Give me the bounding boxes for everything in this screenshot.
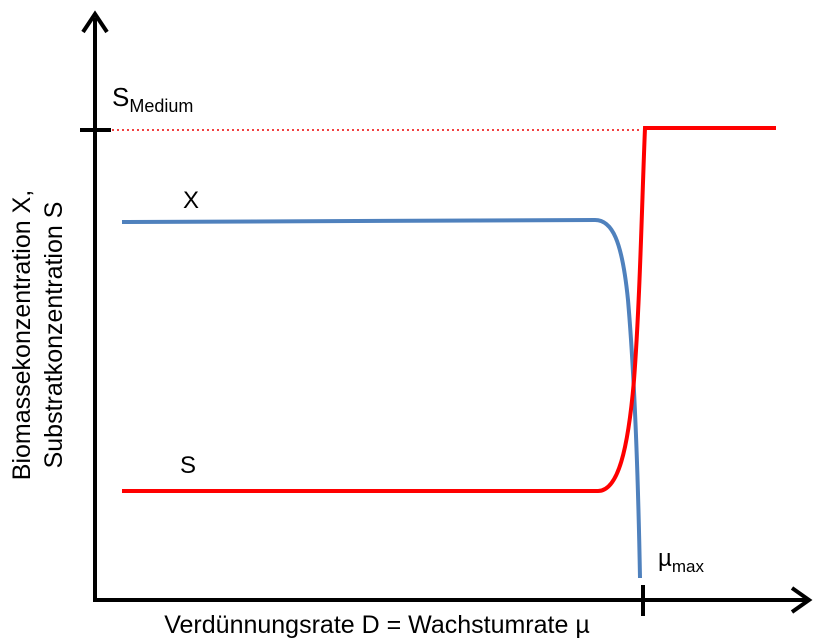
x-arrow: [790, 586, 813, 614]
y-axis-label-line: Biomassekonzentration X,: [8, 190, 36, 480]
y-axis-label: Biomassekonzentration X, Substratkonzent…: [8, 190, 68, 480]
y-axis-label-line: Substratkonzentration S: [40, 202, 68, 469]
s-medium-label: SMedium: [112, 82, 193, 116]
y-arrow: [81, 10, 109, 34]
x-curve-label: X: [183, 187, 199, 214]
mu-max-label: µmax: [658, 545, 704, 576]
x-axis-label: Verdünnungsrate D = Wachstumrate µ: [164, 611, 590, 639]
x-curve: [121, 217, 642, 579]
s-curve: [122, 126, 776, 493]
s-curve-label: S: [180, 452, 196, 479]
